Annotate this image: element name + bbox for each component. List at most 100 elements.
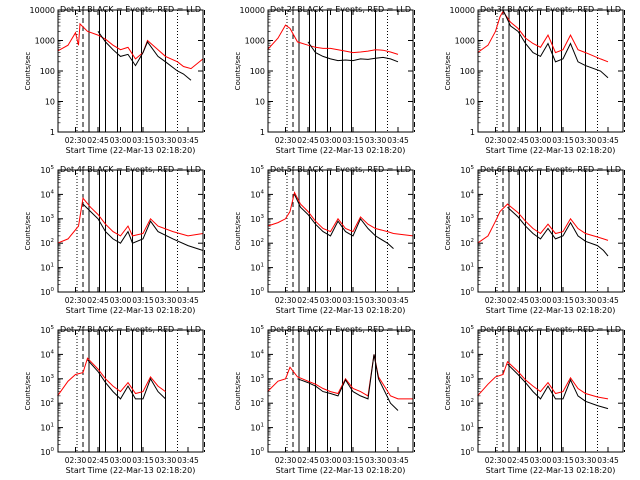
plot-frame — [267, 9, 414, 133]
y-tick-label: 100 — [40, 67, 55, 76]
y-axis-label: Counts/sec — [234, 52, 242, 91]
x-tick-label: 02:45 — [87, 456, 109, 465]
plot-frame — [267, 169, 414, 293]
x-axis-label: Start Time (22-Mar-13 02:18:20) — [66, 466, 196, 475]
x-tick-label: 03:30 — [365, 136, 387, 145]
x-tick-label: 03:30 — [155, 296, 177, 305]
series-events-line — [294, 194, 394, 249]
y-tick-label: 101 — [460, 263, 474, 273]
x-tick-label: 03:15 — [132, 296, 154, 305]
x-tick-label: 02:30 — [65, 456, 87, 465]
series-lld-line — [57, 197, 204, 244]
x-axis-label: Start Time (22-Mar-13 02:18:20) — [486, 466, 616, 475]
y-tick-label: 1 — [470, 128, 475, 137]
plot-frame — [477, 169, 624, 293]
y-tick-label: 102 — [40, 238, 54, 248]
x-tick-label: 03:30 — [155, 136, 177, 145]
y-tick-label: 105 — [40, 325, 54, 335]
x-tick-label: 02:30 — [485, 136, 507, 145]
panel-title: Det 4f BLACK = Events, RED = LLD — [60, 165, 201, 174]
x-tick-label: 02:30 — [275, 136, 297, 145]
y-tick-label: 103 — [250, 374, 264, 384]
series-lld-line — [57, 22, 204, 70]
plot-frame — [267, 329, 414, 453]
x-tick-label: 03:45 — [177, 136, 199, 145]
x-tick-label: 03:00 — [320, 136, 342, 145]
panel-det-1: 1 10 100 1000 10000 02:30 02:45 03:00 03:15 03:30… — [24, 5, 205, 155]
x-tick-label: 02:30 — [485, 456, 507, 465]
x-tick-label: 03:00 — [530, 136, 552, 145]
y-tick-label: 101 — [250, 263, 264, 273]
y-tick-label: 10 — [255, 98, 265, 107]
plot-frame — [57, 169, 204, 293]
y-tick-label: 104 — [460, 189, 474, 199]
y-tick-label: 103 — [250, 214, 264, 224]
x-axis-label: Start Time (22-Mar-13 02:18:20) — [486, 306, 616, 315]
y-axis-label: Counts/sec — [24, 372, 32, 411]
y-tick-label: 10000 — [450, 6, 475, 15]
y-tick-label: 1000 — [455, 37, 475, 46]
x-axis-label: Start Time (22-Mar-13 02:18:20) — [66, 306, 196, 315]
x-tick-label: 03:15 — [342, 296, 364, 305]
x-tick-label: 03:00 — [110, 136, 132, 145]
x-tick-label: 03:30 — [575, 136, 597, 145]
y-tick-label: 100 — [460, 447, 474, 457]
x-tick-label: 03:30 — [365, 456, 387, 465]
x-tick-label: 03:45 — [597, 136, 619, 145]
x-tick-label: 02:30 — [275, 456, 297, 465]
x-tick-label: 03:45 — [597, 296, 619, 305]
y-axis-label: Counts/sec — [234, 212, 242, 251]
y-tick-label: 1 — [50, 128, 55, 137]
series-events-line — [502, 9, 609, 79]
y-tick-label: 1000 — [245, 37, 265, 46]
x-axis-label: Start Time (22-Mar-13 02:18:20) — [276, 306, 406, 315]
x-tick-label: 02:45 — [297, 136, 319, 145]
y-tick-label: 101 — [460, 423, 474, 433]
x-tick-label: 02:45 — [297, 456, 319, 465]
x-tick-label: 03:15 — [552, 136, 574, 145]
x-tick-label: 03:45 — [387, 456, 409, 465]
y-tick-label: 100 — [250, 447, 264, 457]
x-tick-label: 02:45 — [507, 296, 529, 305]
y-tick-label: 102 — [460, 398, 474, 408]
x-tick-label: 03:45 — [177, 456, 199, 465]
plot-frame — [477, 329, 624, 453]
series-events-line — [307, 41, 399, 63]
y-tick-label: 100 — [250, 287, 264, 297]
series-lld-line — [477, 203, 609, 244]
x-tick-label: 03:15 — [342, 456, 364, 465]
y-tick-label: 10000 — [30, 6, 55, 15]
x-axis-label: Start Time (22-Mar-13 02:18:20) — [486, 146, 616, 155]
series-events-line — [82, 203, 204, 251]
y-tick-label: 100 — [40, 447, 54, 457]
series-lld-line — [267, 24, 399, 55]
y-tick-label: 101 — [250, 423, 264, 433]
y-tick-label: 102 — [250, 398, 264, 408]
plot-frame — [57, 329, 204, 453]
panel-title: Det 1f BLACK = Events, RED = LLD — [60, 5, 201, 14]
series-lld-line — [57, 357, 166, 397]
y-axis-label: Counts/sec — [24, 52, 32, 91]
x-tick-label: 02:45 — [507, 136, 529, 145]
x-tick-label: 02:30 — [65, 136, 87, 145]
series-events-line — [97, 31, 192, 81]
y-tick-label: 10 — [45, 98, 55, 107]
y-tick-label: 105 — [460, 165, 474, 175]
y-axis-label: Counts/sec — [24, 212, 32, 251]
x-tick-label: 03:15 — [342, 136, 364, 145]
panel-title: Det 2f BLACK = Events, RED = LLD — [270, 5, 411, 14]
y-tick-label: 100 — [460, 287, 474, 297]
x-tick-label: 03:00 — [530, 296, 552, 305]
x-tick-label: 03:15 — [132, 136, 154, 145]
x-tick-label: 03:45 — [387, 136, 409, 145]
y-tick-label: 10000 — [240, 6, 265, 15]
x-tick-label: 02:30 — [65, 296, 87, 305]
y-tick-label: 104 — [250, 189, 264, 199]
panel-title: Det 9f BLACK = Events, RED = LLD — [480, 325, 621, 334]
panel-title: Det 6f BLACK = Events, RED = LLD — [480, 165, 621, 174]
plot-frame — [57, 9, 204, 133]
panel-title: Det 5f BLACK = Events, RED = LLD — [270, 165, 411, 174]
